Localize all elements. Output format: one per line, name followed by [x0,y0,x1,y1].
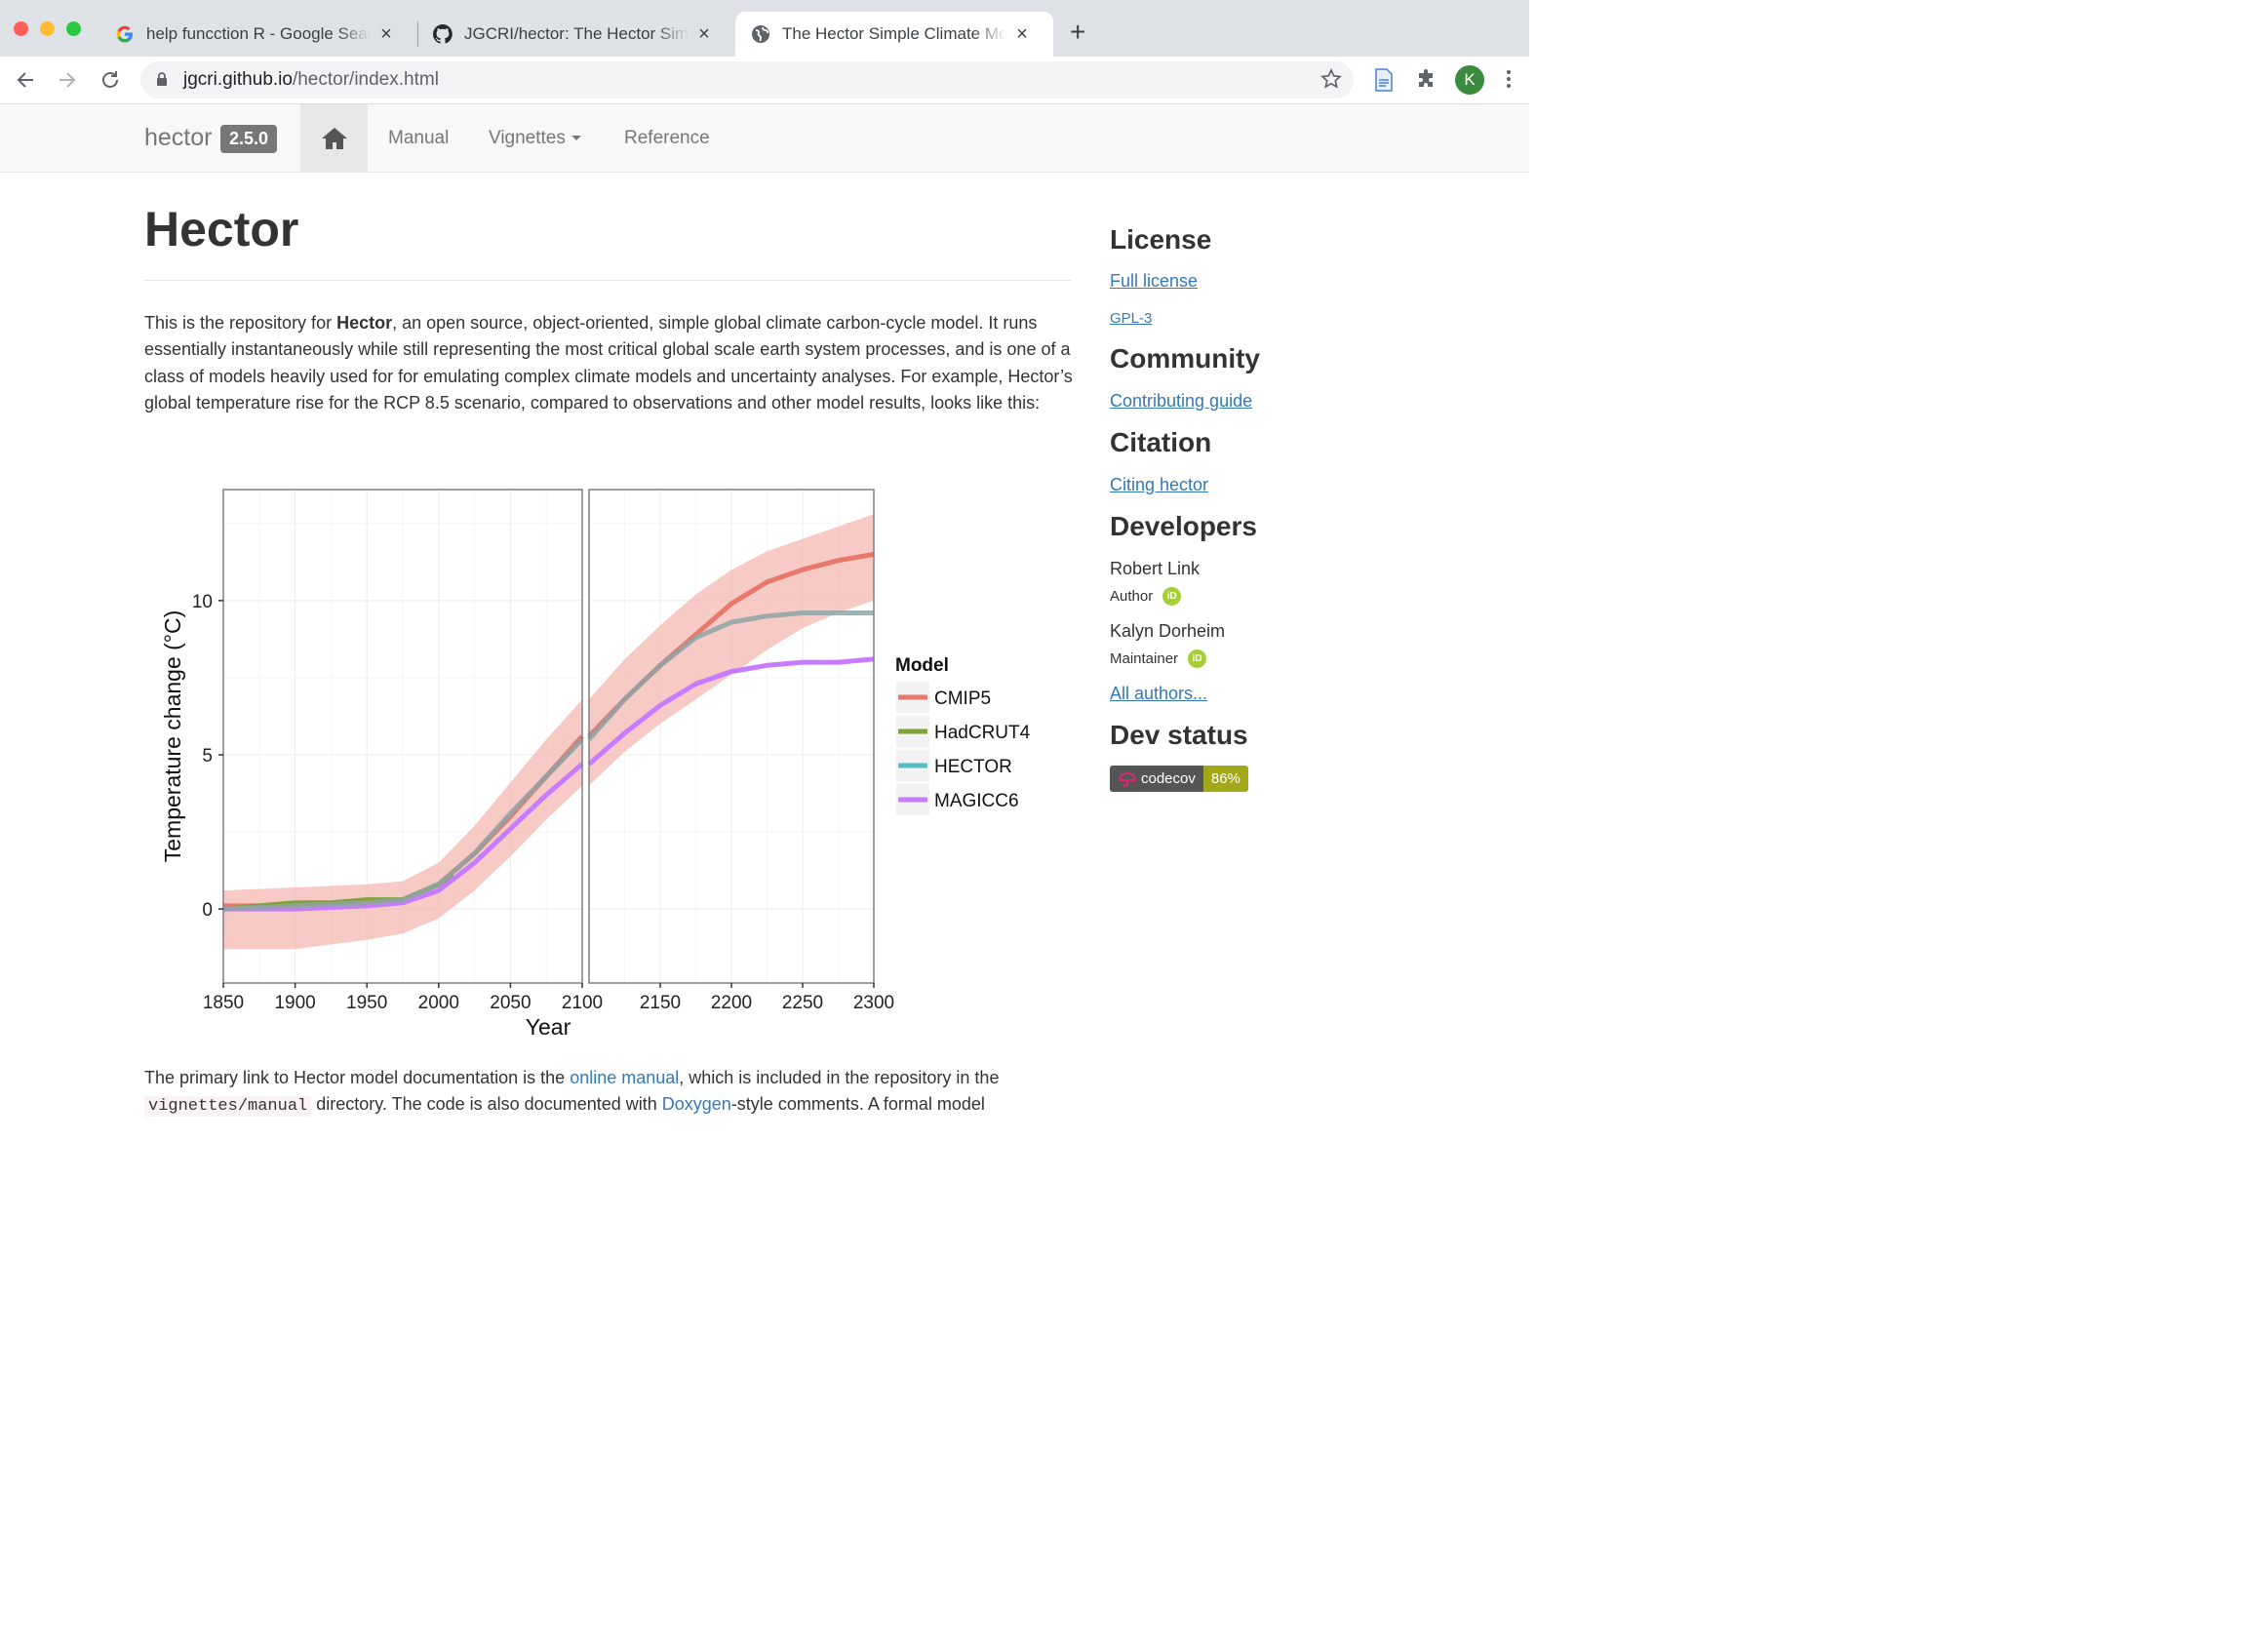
developers-heading: Developers [1110,511,1257,541]
legend-label: HadCRUT4 [934,723,1031,743]
series-line-magicc6 [587,656,875,767]
series-line-hector [587,610,874,741]
maximize-window-button[interactable] [66,21,81,36]
developer-role: Maintainer iD [1110,649,1207,668]
tab-separator [417,21,418,47]
y-axis-label: Temperature change (°C) [160,610,185,862]
intro-paragraph: This is the repository for Hector, an op… [144,313,1073,413]
site-brand[interactable]: hector [144,124,213,151]
lock-icon [156,72,168,92]
site-navbar: hector 2.5.0 Manual Vignettes Reference [0,104,1529,173]
full-license-link[interactable]: Full license [1110,271,1199,291]
extensions-puzzle-icon[interactable] [1416,68,1438,95]
citation-heading: Citation [1110,427,1212,457]
codecov-label: codecov [1141,770,1196,787]
x-axis-label: Year [526,1014,571,1040]
x-tick-label: 2200 [711,993,752,1013]
nav-vignettes[interactable]: Vignettes [489,128,581,149]
developer-name: Robert Link [1110,559,1201,578]
codecov-badge[interactable]: codecov 86% [1110,766,1248,792]
close-tab-icon[interactable]: × [380,22,392,45]
minimize-window-button[interactable] [40,21,55,36]
title-divider [144,280,1071,281]
close-tab-icon[interactable]: × [1016,22,1028,45]
github-icon [433,24,453,44]
docs-paragraph: The primary link to Hector model documen… [144,1068,1000,1118]
developer-role: Author iD [1110,587,1182,606]
y-tick-label: 0 [202,900,213,921]
gpl-link[interactable]: GPL-3 [1110,310,1153,327]
chart-panel-border [222,489,583,984]
x-tick-label: 2050 [490,993,531,1013]
orcid-icon[interactable]: iD [1188,649,1207,668]
x-tick-label: 1850 [203,993,244,1013]
x-tick-label: 2250 [782,993,823,1013]
legend-label: CMIP5 [934,688,991,709]
home-icon [321,127,347,149]
bookmark-star-icon[interactable] [1320,67,1342,95]
y-tick-label: 10 [192,592,213,612]
nav-vignettes-label: Vignettes [489,128,566,148]
page-title: Hector [144,202,299,256]
browser-tab-hector[interactable]: The Hector Simple Climate Model × [735,12,1053,57]
url-text: jgcri.github.io/hector/index.html [183,69,439,90]
x-tick-label: 1900 [274,993,315,1013]
back-button[interactable] [12,66,39,94]
x-tick-label: 2150 [640,993,681,1013]
x-tick-label: 2300 [853,993,894,1013]
tab-title: JGCRI/hector: The Hector Simple Climate … [464,24,689,43]
hector-bold: Hector [336,313,393,333]
license-heading: License [1110,224,1212,255]
reload-icon [102,71,118,88]
forward-arrow-icon [59,72,76,88]
google-icon [115,24,135,44]
temperature-chart: 0 5 10 1850 1900 1950 2000 2050 2100 2150 2200 2250… [160,489,1031,1040]
cmip5-range-band [589,514,874,786]
dev-status-heading: Dev status [1110,720,1248,750]
online-manual-link[interactable]: online manual [570,1068,680,1087]
home-nav-button[interactable] [300,104,368,172]
browser-tab-bar: help funcction R - Google Search × JGCRI… [0,0,1529,57]
community-heading: Community [1110,343,1260,374]
legend-label: MAGICC6 [934,791,1019,811]
developer-name: Kalyn Dorheim [1110,621,1226,641]
y-tick-label: 5 [202,746,213,767]
x-tick-label: 2000 [418,993,459,1013]
caret-down-icon [571,136,581,141]
x-tick-label: 1950 [346,993,387,1013]
contributing-guide-link[interactable]: Contributing guide [1110,391,1253,411]
series-line-hector [222,737,584,912]
nav-reference[interactable]: Reference [624,128,710,148]
new-tab-button[interactable]: + [1070,17,1086,47]
tab-title: The Hector Simple Climate Model [782,24,1006,43]
legend-label: HECTOR [934,757,1012,777]
codecov-badge-left: codecov [1110,766,1203,792]
tab-title: help funcction R - Google Search [146,24,371,43]
back-arrow-icon [17,72,33,88]
manual-dir-code: vignettes/manual [144,1096,312,1118]
series-line-magicc6 [223,762,584,912]
browser-tab-github[interactable]: JGCRI/hector: The Hector Simple Climate … [433,12,726,57]
all-authors-link[interactable]: All authors... [1110,684,1208,703]
reload-button[interactable] [97,66,124,94]
orcid-icon[interactable]: iD [1162,587,1182,606]
forward-button[interactable] [54,66,81,94]
x-tick-label: 2100 [562,993,603,1013]
coverage-value: 86% [1202,766,1248,792]
address-bar[interactable]: jgcri.github.io/hector/index.html [140,61,1354,98]
version-label: 2.5.0 [220,125,278,153]
globe-icon [751,24,770,44]
profile-avatar[interactable]: K [1455,65,1484,95]
close-tab-icon[interactable]: × [698,22,710,45]
browser-menu-icon[interactable] [1506,68,1512,95]
citing-hector-link[interactable]: Citing hector [1110,475,1209,494]
codecov-umbrella-icon [1119,771,1136,787]
doxygen-link[interactable]: Doxygen [661,1094,731,1115]
browser-tab-google[interactable]: help funcction R - Google Search × [115,12,408,57]
document-extension-icon[interactable] [1373,68,1395,97]
legend-title: Model [895,655,949,676]
browser-toolbar: jgcri.github.io/hector/index.html K [0,57,1529,104]
nav-manual[interactable]: Manual [388,128,450,148]
close-window-button[interactable] [14,21,28,36]
